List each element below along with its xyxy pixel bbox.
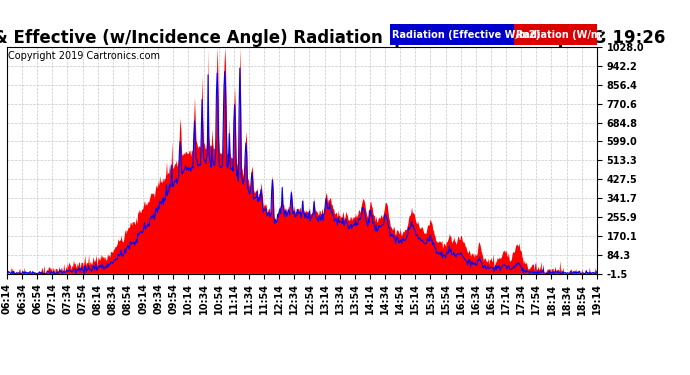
Text: Copyright 2019 Cartronics.com: Copyright 2019 Cartronics.com <box>8 51 160 61</box>
Text: Radiation (Effective W/m2): Radiation (Effective W/m2) <box>392 30 540 40</box>
Text: Radiation (W/m2): Radiation (W/m2) <box>516 30 612 40</box>
Title: Solar & Effective (w/Incidence Angle) Radiation  per Minute  Sat Apr 13 19:26: Solar & Effective (w/Incidence Angle) Ra… <box>0 29 665 47</box>
